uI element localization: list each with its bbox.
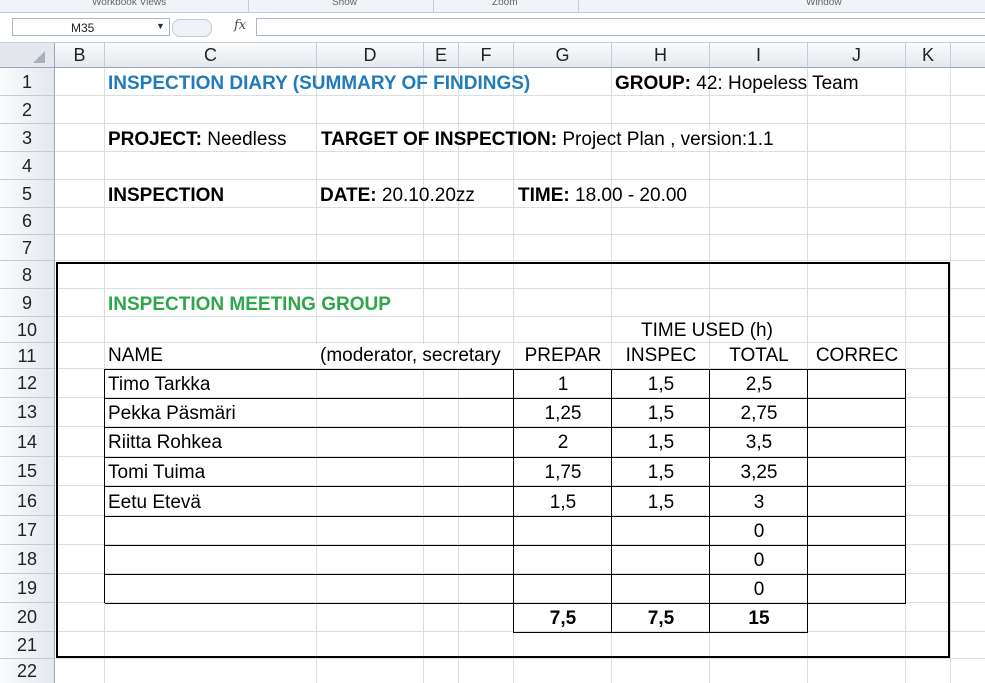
target-cell[interactable]: TARGET OF INSPECTION: Project Plan , ver…: [321, 130, 774, 149]
ribbon-group-zoom: Zoom: [492, 0, 518, 8]
row-header-8[interactable]: 8: [0, 261, 55, 289]
date-value: 20.10.20zz: [381, 186, 475, 205]
member-prepar[interactable]: 1: [557, 375, 569, 394]
member-name[interactable]: Riitta Rohkea: [108, 433, 223, 452]
project-label: PROJECT:: [108, 130, 202, 149]
row-header-15[interactable]: 15: [0, 457, 55, 486]
date-cell[interactable]: DATE: 20.10.20zz: [320, 186, 475, 205]
total-prepar[interactable]: 7,5: [549, 609, 577, 628]
row-header-1[interactable]: 1: [0, 68, 55, 96]
row-header-20[interactable]: 20: [0, 603, 55, 632]
row-header-18[interactable]: 18: [0, 545, 55, 574]
row-header-4[interactable]: 4: [0, 152, 55, 180]
row-header-5[interactable]: 5: [0, 180, 55, 208]
member-name[interactable]: Pekka Päsmäri: [108, 404, 236, 423]
ribbon-group-labels: Workbook Views Show Zoom Window: [0, 0, 985, 13]
column-header-next: [951, 43, 985, 68]
total-total[interactable]: 15: [748, 609, 770, 628]
member-total[interactable]: 2,5: [745, 375, 773, 394]
row-header-16[interactable]: 16: [0, 486, 55, 516]
member-total[interactable]: 3,5: [745, 433, 773, 452]
member-prepar[interactable]: 1,25: [544, 404, 582, 423]
time-cell[interactable]: TIME: 18.00 - 20.00: [518, 186, 687, 205]
header-role[interactable]: (moderator, secretary: [320, 346, 501, 365]
member-prepar[interactable]: 2: [557, 433, 569, 452]
header-total[interactable]: TOTAL: [729, 346, 789, 365]
member-total[interactable]: 0: [753, 522, 765, 541]
column-header-d[interactable]: D: [317, 43, 424, 68]
project-value: Needless: [207, 130, 287, 149]
row-header-3[interactable]: 3: [0, 124, 55, 152]
insert-function-icon[interactable]: fx: [234, 18, 247, 33]
member-inspec[interactable]: 1,5: [647, 375, 675, 394]
total-inspec[interactable]: 7,5: [647, 609, 675, 628]
name-box[interactable]: M35: [12, 18, 170, 36]
row-header-14[interactable]: 14: [0, 427, 55, 457]
member-total[interactable]: 0: [753, 580, 765, 599]
member-total[interactable]: 3: [753, 493, 765, 512]
member-inspec[interactable]: 1,5: [647, 404, 675, 423]
member-total[interactable]: 3,25: [740, 463, 778, 482]
time-value: 18.00 - 20.00: [575, 186, 687, 205]
date-label: DATE:: [320, 186, 377, 205]
row-header-9[interactable]: 9: [0, 289, 55, 317]
ribbon-group-show: Show: [332, 0, 358, 8]
header-correc[interactable]: CORREC: [815, 346, 899, 365]
row-header-22[interactable]: 22: [0, 659, 55, 683]
target-label: TARGET OF INSPECTION:: [321, 130, 558, 149]
row-header-10[interactable]: 10: [0, 317, 55, 343]
group-value: 42: Hopeless Team: [696, 74, 859, 93]
column-header-e[interactable]: E: [424, 43, 459, 68]
sheet-title[interactable]: INSPECTION DIARY (SUMMARY OF FINDINGS): [108, 74, 531, 93]
member-name[interactable]: Timo Tarkka: [108, 375, 211, 394]
group-label: GROUP:: [615, 74, 691, 93]
column-header-h[interactable]: H: [612, 43, 710, 68]
meeting-group-frame: [56, 262, 950, 658]
member-inspec[interactable]: 1,5: [647, 463, 675, 482]
target-value: Project Plan , version:1.1: [562, 130, 774, 149]
column-header-f[interactable]: F: [459, 43, 514, 68]
member-name[interactable]: Eetu Etevä: [108, 493, 201, 512]
select-all-button[interactable]: [0, 43, 55, 68]
select-all-triangle-icon: [33, 51, 45, 63]
meeting-group-title[interactable]: INSPECTION MEETING GROUP: [108, 295, 391, 314]
member-inspec[interactable]: 1,5: [647, 493, 675, 512]
row-header-6[interactable]: 6: [0, 208, 55, 235]
column-header-k[interactable]: K: [906, 43, 951, 68]
header-inspec[interactable]: INSPEC: [625, 346, 697, 365]
time-used-header[interactable]: TIME USED (h): [641, 321, 773, 340]
row-header-21[interactable]: 21: [0, 632, 55, 659]
ribbon-group-window: Window: [806, 0, 842, 8]
header-name[interactable]: NAME: [108, 346, 163, 365]
header-prepar[interactable]: PREPAR: [524, 346, 602, 365]
column-header-i[interactable]: I: [710, 43, 808, 68]
row-header-7[interactable]: 7: [0, 235, 55, 261]
member-prepar[interactable]: 1,75: [544, 463, 582, 482]
formula-bar: M35 ▼ fx: [0, 13, 985, 43]
row-header-11[interactable]: 11: [0, 343, 55, 369]
project-cell[interactable]: PROJECT: Needless: [108, 130, 286, 149]
member-name[interactable]: Tomi Tuima: [108, 463, 206, 482]
member-total[interactable]: 0: [753, 551, 765, 570]
member-prepar[interactable]: 1,5: [549, 493, 577, 512]
member-inspec[interactable]: 1,5: [647, 433, 675, 452]
row-header-13[interactable]: 13: [0, 398, 55, 427]
time-label: TIME:: [518, 186, 570, 205]
ribbon-group-workbook-views: Workbook Views: [92, 0, 167, 8]
row-header-19[interactable]: 19: [0, 574, 55, 603]
row-header-2[interactable]: 2: [0, 96, 55, 124]
row-header-17[interactable]: 17: [0, 516, 55, 545]
row-header-12[interactable]: 12: [0, 369, 55, 398]
group-cell[interactable]: GROUP: 42: Hopeless Team: [615, 74, 859, 93]
member-total[interactable]: 2,75: [740, 404, 778, 423]
column-header-g[interactable]: G: [514, 43, 612, 68]
formula-bar-resize-handle[interactable]: [172, 19, 212, 37]
column-header-b[interactable]: B: [55, 43, 105, 68]
spreadsheet-grid[interactable]: B C D E F G H I J K 1 2 3 4 5 6 7 8 9 10…: [0, 43, 985, 683]
formula-input[interactable]: [256, 18, 985, 36]
column-header-j[interactable]: J: [808, 43, 906, 68]
chevron-down-icon[interactable]: ▼: [156, 21, 165, 31]
column-header-c[interactable]: C: [105, 43, 317, 68]
inspection-label[interactable]: INSPECTION: [108, 186, 225, 205]
